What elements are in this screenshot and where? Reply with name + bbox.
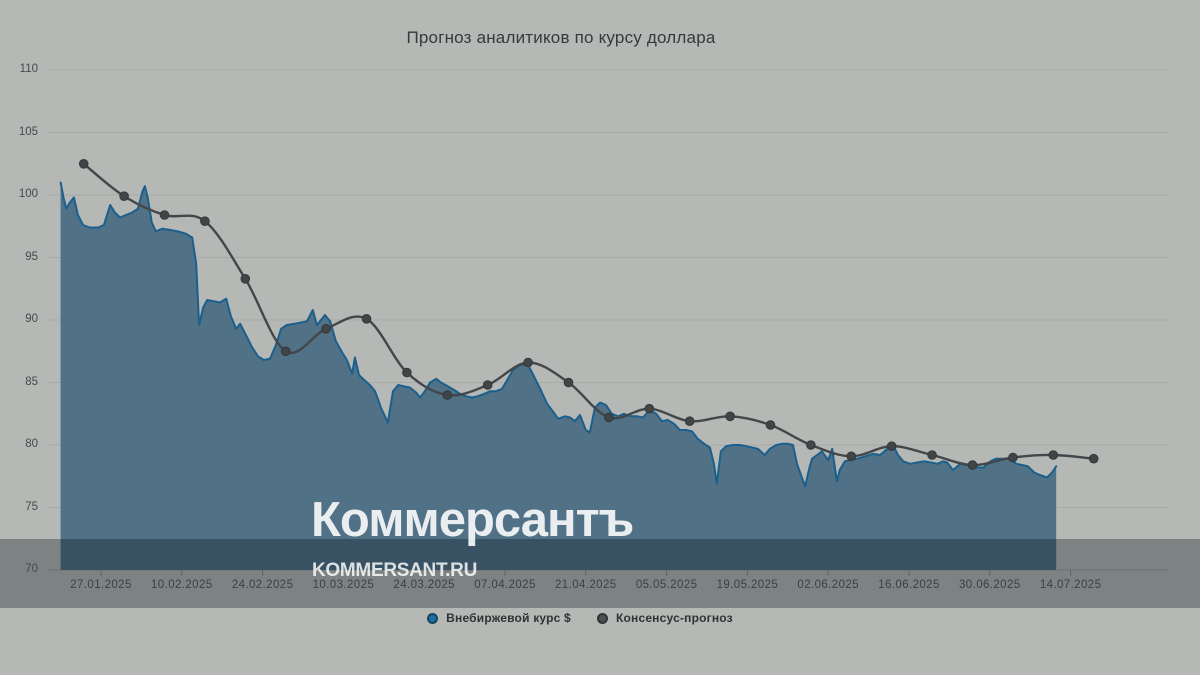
y-axis-tick-label: 90 — [25, 313, 38, 325]
y-axis-tick-label: 105 — [18, 125, 38, 138]
y-axis-tick-label: 80 — [25, 438, 38, 450]
y-axis-tick-label: 75 — [25, 500, 38, 513]
chart-title: Прогноз аналитиков по курсу доллара — [406, 28, 716, 47]
bottom-overlay-band — [0, 539, 1200, 608]
kommersant-watermark-site: KOMMERSANT.RU — [312, 560, 477, 581]
legend-label-otc: Внебиржевой курс $ — [446, 611, 571, 625]
x-axis-tick-label: 02.06.2025 — [797, 579, 859, 591]
y-axis-tick-label: 70 — [25, 563, 38, 575]
x-axis-tick-label: 21.04.2025 — [555, 579, 617, 591]
x-axis-tick-label: 24.03.2025 — [393, 579, 455, 591]
x-axis-tick-label: 07.04.2025 — [474, 579, 536, 591]
consensus-series-marker-icon — [596, 612, 608, 624]
x-axis-tick-label: 10.02.2025 — [151, 579, 213, 591]
x-axis-tick-label: 10.03.2025 — [312, 579, 375, 591]
y-axis-tick-label: 100 — [18, 188, 38, 200]
x-axis-tick-label: 14.07.2025 — [1039, 579, 1102, 591]
y-axis-tick-label: 85 — [25, 375, 38, 388]
x-axis-tick-label: 24.02.2025 — [231, 579, 294, 591]
y-axis-tick-label: 110 — [19, 63, 38, 75]
x-axis-tick-label: 05.05.2025 — [635, 579, 698, 591]
x-axis-tick-label: 30.06.2025 — [959, 579, 1021, 591]
chart-legend: Внебиржевой курс $ Консенсус-прогноз — [0, 608, 1160, 628]
legend-item-consensus[interactable]: Консенсус-прогноз — [596, 608, 733, 628]
x-axis-tick-label: 27.01.2025 — [70, 579, 132, 591]
x-axis-tick-label: 19.05.2025 — [716, 579, 779, 591]
legend-label-consensus: Консенсус-прогноз — [615, 611, 733, 625]
otc-series-marker-icon — [427, 612, 439, 624]
x-axis-tick-label: 16.06.2025 — [878, 579, 940, 591]
kommersant-watermark-logo: Коммерсантъ — [311, 493, 634, 547]
y-axis-tick-label: 95 — [25, 250, 38, 263]
legend-item-otc-rate[interactable]: Внебиржевой курс $ — [427, 608, 571, 628]
